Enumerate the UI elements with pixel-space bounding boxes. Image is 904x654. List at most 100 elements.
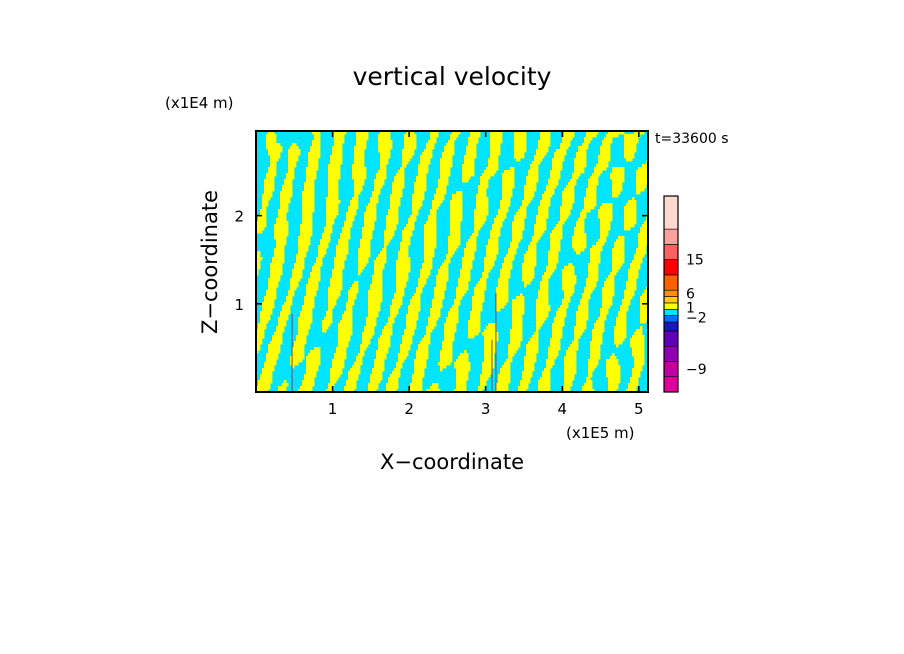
updraft-cell (512, 302, 525, 306)
updraft-cell (540, 131, 551, 135)
updraft-cell (328, 188, 339, 192)
updraft-cell (468, 239, 477, 243)
updraft-cell (612, 251, 625, 255)
updraft-cell (372, 191, 381, 195)
updraft-cell (522, 200, 531, 204)
updraft-cell (550, 233, 563, 237)
updraft-cell (354, 152, 365, 156)
updraft-cell (542, 374, 551, 378)
updraft-cell (612, 185, 623, 189)
updraft-cell (454, 299, 461, 303)
updraft-cell (362, 332, 375, 336)
updraft-cell (418, 278, 427, 282)
updraft-cell (464, 350, 467, 354)
updraft-cell (402, 335, 413, 339)
updraft-cell (480, 374, 491, 378)
updraft-cell (538, 296, 549, 300)
updraft-cell (542, 278, 549, 282)
updraft-cell (450, 224, 461, 228)
updraft-cell (428, 215, 437, 219)
updraft-cell (416, 356, 429, 360)
updraft-cell (402, 233, 413, 237)
updraft-cell (632, 353, 645, 357)
updraft-cell (530, 242, 537, 246)
updraft-cell (534, 332, 539, 336)
updraft-cell (322, 323, 331, 327)
updraft-cell (498, 209, 509, 213)
updraft-cell (326, 221, 335, 225)
updraft-cell (564, 389, 571, 392)
updraft-cell (306, 359, 321, 363)
updraft-cell (368, 302, 381, 306)
updraft-cell (522, 203, 529, 207)
updraft-cell (290, 281, 299, 285)
updraft-cell (292, 143, 297, 147)
colorbar-swatch (663, 274, 679, 291)
updraft-cell (280, 200, 291, 204)
updraft-cell (396, 290, 405, 294)
updraft-cell (350, 200, 359, 204)
updraft-cell (594, 170, 603, 174)
updraft-cell (444, 323, 457, 327)
updraft-cell (396, 278, 409, 282)
updraft-cell (468, 140, 479, 144)
updraft-cell (490, 131, 503, 135)
updraft-cell (624, 218, 637, 222)
updraft-cell (356, 131, 369, 135)
updraft-cell (262, 371, 273, 375)
updraft-cell (564, 380, 573, 384)
updraft-cell (496, 383, 509, 387)
updraft-cell (500, 206, 509, 210)
updraft-cell (310, 272, 321, 276)
updraft-cell (262, 308, 273, 312)
updraft-cell (268, 287, 277, 291)
updraft-cell (574, 158, 587, 162)
colorbar-swatch (663, 228, 679, 245)
updraft-cell (524, 365, 535, 369)
updraft-cell (448, 248, 457, 252)
updraft-cell (334, 140, 345, 144)
updraft-cell (506, 254, 515, 258)
updraft-cell (256, 341, 263, 345)
updraft-cell (568, 182, 577, 186)
updraft-cell (450, 227, 461, 231)
updraft-cell (282, 383, 289, 387)
updraft-cell (456, 290, 467, 294)
updraft-cell (636, 248, 647, 252)
updraft-cell (374, 182, 385, 186)
updraft-cell (418, 284, 425, 288)
updraft-cell (276, 239, 287, 243)
updraft-cell (534, 227, 547, 231)
updraft-cell (598, 158, 611, 162)
updraft-cell (404, 146, 417, 150)
updraft-cell (560, 143, 571, 147)
updraft-cell (530, 338, 539, 342)
updraft-cell (530, 164, 539, 168)
updraft-cell (330, 278, 343, 282)
updraft-cell (540, 377, 551, 381)
updraft-cell (474, 230, 479, 234)
updraft-cell (552, 167, 563, 171)
updraft-cell (274, 251, 285, 255)
updraft-cell (572, 245, 587, 249)
updraft-cell (450, 215, 463, 219)
updraft-cell (404, 134, 417, 138)
updraft-cell (408, 308, 421, 312)
updraft-cell (440, 161, 453, 165)
updraft-cell (496, 386, 509, 390)
updraft-cell (630, 266, 641, 270)
updraft-cell (602, 296, 613, 300)
updraft-cell (358, 254, 371, 258)
updraft-cell (552, 323, 565, 327)
updraft-cell (606, 359, 619, 363)
updraft-cell (266, 140, 277, 144)
updraft-cell (348, 377, 359, 381)
updraft-cell (326, 311, 333, 315)
updraft-cell (256, 269, 259, 273)
updraft-cell (462, 164, 475, 168)
updraft-cell (608, 389, 617, 392)
updraft-cell (312, 143, 321, 147)
updraft-cell (536, 308, 551, 312)
updraft-cell (348, 296, 357, 300)
updraft-cell (414, 359, 427, 363)
